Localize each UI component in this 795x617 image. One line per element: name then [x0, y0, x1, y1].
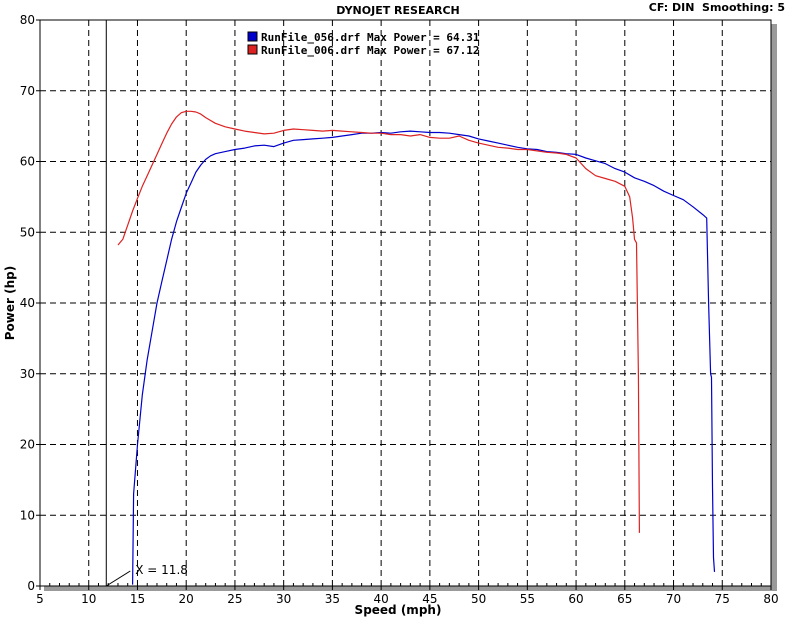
y-tick-label: 0 [27, 579, 35, 593]
y-tick-label: 20 [20, 438, 35, 452]
y-tick-label: 50 [20, 225, 35, 239]
x-tick-label: 55 [520, 592, 535, 606]
y-tick-label: 80 [20, 13, 35, 27]
y-tick-label: 10 [20, 508, 35, 522]
chart-title: DYNOJET RESEARCH [336, 4, 459, 17]
x-tick-label: 65 [617, 592, 632, 606]
y-tick-label: 70 [20, 84, 35, 98]
series-lines [117, 110, 716, 585]
legend-entry-2: RunFile_006.drf Max Power = 67.12 [261, 44, 480, 57]
grid [36, 19, 772, 590]
y-tick-label: 40 [20, 296, 35, 310]
legend: RunFile_056.drf Max Power = 64.31RunFile… [247, 31, 480, 57]
chart-info: CF: DIN Smoothing: 5 [649, 1, 785, 14]
y-tick-label: 60 [20, 155, 35, 169]
y-tick-labels: 0 10 20 30 40 50 60 70 80 [20, 13, 35, 593]
x-tick-label: 35 [325, 592, 340, 606]
x-tick-label: 80 [763, 592, 778, 606]
cursor-pointer [106, 570, 131, 587]
cursor-label: X = 11.8 [135, 563, 188, 577]
x-tick-label: 45 [422, 592, 437, 606]
x-tick-label: 15 [130, 592, 145, 606]
legend-swatch-1 [247, 31, 258, 42]
x-tick-label: 60 [568, 592, 583, 606]
x-tick-label: 75 [715, 592, 730, 606]
x-tick-label: 20 [179, 592, 194, 606]
legend-entry-1: RunFile_056.drf Max Power = 64.31 [261, 31, 480, 44]
series-line-1 [132, 130, 716, 585]
cursor: X = 11.8 [105, 20, 188, 587]
y-tick-label: 30 [20, 367, 35, 381]
x-tick-label: 30 [276, 592, 291, 606]
x-tick-label: 50 [471, 592, 486, 606]
x-tick-label: 25 [227, 592, 242, 606]
x-tick-label: 40 [373, 592, 388, 606]
x-tick-label: 70 [666, 592, 681, 606]
x-tick-label: 10 [81, 592, 96, 606]
x-tick-labels: 5 10 15 20 25 30 35 40 45 50 55 60 65 70 75 80 [36, 592, 778, 606]
x-axis-label: Speed (mph) [355, 603, 442, 617]
x-tick-label: 5 [36, 592, 44, 606]
y-axis-label: Power (hp) [3, 266, 17, 340]
series-line-2 [117, 110, 641, 533]
legend-swatch-2 [247, 44, 258, 55]
